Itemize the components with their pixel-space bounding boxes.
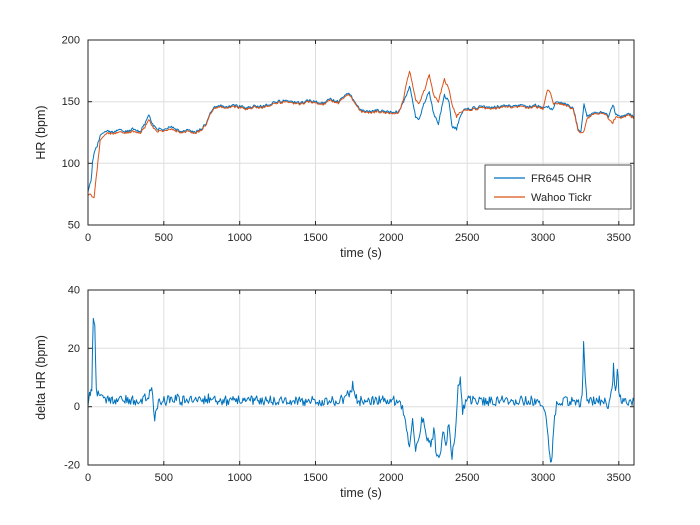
series-group bbox=[88, 317, 634, 463]
x-tick-label: 3000 bbox=[531, 232, 555, 244]
y-tick-label: 100 bbox=[62, 158, 80, 170]
tick-marks bbox=[87, 39, 634, 226]
series-group bbox=[88, 70, 634, 199]
x-axis-label: time (s) bbox=[340, 486, 382, 500]
y-tick-label: 200 bbox=[62, 35, 80, 47]
x-tick-label: 3500 bbox=[607, 232, 631, 244]
y-axis-label: delta HR (bpm) bbox=[34, 335, 48, 420]
y-tick-label: 50 bbox=[68, 220, 80, 232]
axes-1: 0 500 1000 1500 2000 2500 3000 3500 -20 0 20 40 time… bbox=[34, 285, 635, 500]
x-tick-label: 0 bbox=[85, 472, 91, 484]
y-tick-label: 0 bbox=[74, 401, 80, 413]
x-tick-label: 1000 bbox=[227, 472, 251, 484]
x-tick-label: 1500 bbox=[303, 232, 327, 244]
y-tick-label: 40 bbox=[68, 285, 80, 297]
x-tick-label: 2000 bbox=[379, 472, 403, 484]
series-line-delta-hr bbox=[88, 317, 634, 463]
x-tick-label: 2500 bbox=[455, 472, 479, 484]
y-tick-label: 150 bbox=[62, 96, 80, 108]
x-tick-label: 1500 bbox=[303, 472, 327, 484]
axes-box bbox=[87, 289, 635, 466]
x-tick-label: 2000 bbox=[379, 232, 403, 244]
tick-marks bbox=[87, 289, 634, 466]
series-line-wahoo-tickr bbox=[88, 70, 634, 199]
y-tick-label: -20 bbox=[64, 460, 80, 472]
legend-entry-label: FR645 OHR bbox=[531, 173, 592, 185]
axes-box bbox=[87, 39, 635, 226]
x-tick-label: 3500 bbox=[607, 472, 631, 484]
x-tick-label: 500 bbox=[155, 232, 173, 244]
x-tick-label: 0 bbox=[85, 232, 91, 244]
x-tick-label: 3000 bbox=[531, 472, 555, 484]
y-axis-label: HR (bpm) bbox=[34, 105, 48, 159]
legend-entry-label: Wahoo Tickr bbox=[531, 192, 592, 204]
legend: FR645 OHR Wahoo Tickr bbox=[484, 164, 632, 210]
axes-0: 0 500 1000 1500 2000 2500 3000 3500 50 100 150 200 t… bbox=[34, 35, 635, 260]
x-tick-label: 2500 bbox=[455, 232, 479, 244]
x-tick-label: 1000 bbox=[227, 232, 251, 244]
y-tick-label: 20 bbox=[68, 343, 80, 355]
legend-box bbox=[484, 164, 632, 210]
x-tick-label: 500 bbox=[155, 472, 173, 484]
x-axis-label: time (s) bbox=[340, 246, 382, 260]
